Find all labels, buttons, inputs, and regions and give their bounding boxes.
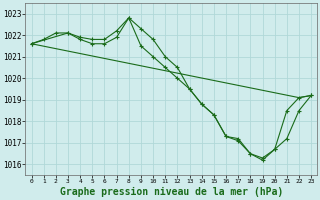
X-axis label: Graphe pression niveau de la mer (hPa): Graphe pression niveau de la mer (hPa)	[60, 187, 283, 197]
